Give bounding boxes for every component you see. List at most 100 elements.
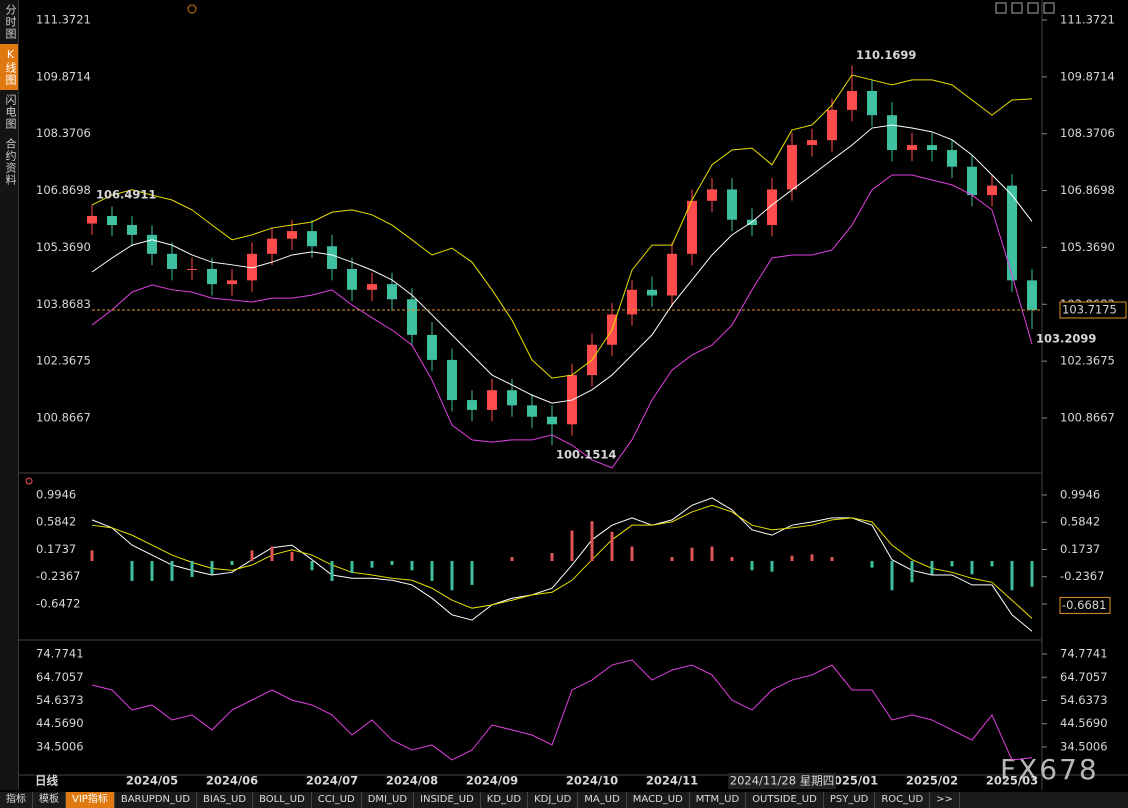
y-tick-label: 106.8698 bbox=[1060, 183, 1115, 197]
watermark: FX678 bbox=[1000, 753, 1099, 786]
y-tick-label: 0.5842 bbox=[36, 515, 76, 529]
y-tick-label: 0.9946 bbox=[1060, 488, 1100, 502]
macd-bar bbox=[610, 531, 614, 562]
readout-label: -0.6681 bbox=[1062, 598, 1106, 612]
toolbar-item[interactable]: CCI_UD bbox=[312, 792, 362, 808]
macd-bar bbox=[1030, 561, 1034, 587]
macd-bar bbox=[750, 561, 754, 571]
toolbar-item[interactable]: BARUPDN_UD bbox=[115, 792, 198, 808]
x-tick-label: 2024/07 bbox=[306, 774, 358, 788]
y-tick-label: 0.1737 bbox=[1060, 542, 1100, 556]
macd-bar bbox=[210, 561, 214, 575]
macd-bar bbox=[390, 561, 394, 566]
y-tick-label: 109.8714 bbox=[36, 69, 91, 83]
candle-body bbox=[787, 145, 797, 190]
candle-body bbox=[987, 185, 997, 196]
x-tick-label: 2025/03 bbox=[986, 774, 1038, 788]
macd-bar bbox=[370, 561, 374, 568]
sidebar-tab[interactable]: 分时图 bbox=[4, 4, 17, 40]
toolbar-item[interactable]: BIAS_UD bbox=[197, 792, 254, 808]
toolbar-item[interactable]: MTM_UD bbox=[690, 792, 747, 808]
macd-bar bbox=[630, 546, 634, 562]
extreme-label: 106.4911 bbox=[96, 187, 156, 201]
y-tick-label: 54.6373 bbox=[36, 693, 84, 707]
macd-bar bbox=[930, 561, 934, 575]
toolbar-item[interactable]: INSIDE_UD bbox=[414, 792, 481, 808]
candle-body bbox=[107, 215, 117, 226]
candle-body bbox=[967, 166, 977, 196]
toolbar-item[interactable]: >> bbox=[930, 792, 960, 808]
toolbar-item[interactable]: DMI_UD bbox=[362, 792, 415, 808]
toolbar-item[interactable]: 模板 bbox=[33, 792, 66, 808]
macd-bar bbox=[270, 546, 274, 562]
y-tick-label: 0.9946 bbox=[36, 488, 76, 502]
macd-bar bbox=[710, 546, 714, 562]
toolbar-item[interactable]: ROC_UD bbox=[875, 792, 931, 808]
y-tick-label: 102.3675 bbox=[1060, 354, 1115, 368]
y-tick-label: 105.3690 bbox=[1060, 240, 1115, 254]
toolbar-item[interactable]: KDJ_UD bbox=[528, 792, 579, 808]
candle-body bbox=[927, 145, 937, 151]
macd-bar bbox=[190, 561, 194, 577]
macd-bar bbox=[950, 561, 954, 567]
toolbar-item[interactable]: KD_UD bbox=[481, 792, 529, 808]
macd-bar bbox=[990, 561, 994, 567]
sidebar-tab[interactable]: 闪电图 bbox=[4, 94, 17, 130]
macd-bar bbox=[130, 561, 134, 581]
candle-body bbox=[327, 246, 337, 269]
y-tick-label: 109.8714 bbox=[1060, 69, 1115, 83]
toolbar-item[interactable]: MACD_UD bbox=[627, 792, 690, 808]
extreme-label: 110.1699 bbox=[856, 48, 916, 62]
candle-body bbox=[147, 234, 157, 254]
candle-body bbox=[487, 390, 497, 410]
add-icon[interactable] bbox=[187, 4, 197, 14]
sidebar-tab[interactable]: 合约资料 bbox=[4, 138, 17, 186]
toolbar-item[interactable]: BOLL_UD bbox=[253, 792, 312, 808]
indicator-icon[interactable] bbox=[25, 477, 33, 485]
toolbar-item[interactable]: MA_UD bbox=[578, 792, 627, 808]
extreme-label: 100.1514 bbox=[556, 448, 616, 462]
macd-bar bbox=[150, 561, 154, 581]
y-tick-label: 54.6373 bbox=[1060, 693, 1108, 707]
y-tick-label: 111.3721 bbox=[1060, 12, 1115, 26]
macd-bar bbox=[250, 550, 254, 562]
y-tick-label: 108.3706 bbox=[1060, 126, 1115, 140]
macd-bar bbox=[870, 561, 874, 568]
crosshair-date: 2024/11/28 星期四 bbox=[730, 774, 834, 788]
y-tick-label: 105.3690 bbox=[36, 240, 91, 254]
candle-body bbox=[207, 268, 217, 285]
x-tick-label: 2025/01 bbox=[826, 774, 878, 788]
macd-bar bbox=[810, 554, 814, 562]
toolbar-item[interactable]: PSY_UD bbox=[824, 792, 876, 808]
candle-body bbox=[167, 253, 177, 269]
x-tick-label: 2024/08 bbox=[386, 774, 438, 788]
toolbar-item[interactable]: OUTSIDE_UD bbox=[746, 792, 824, 808]
y-tick-label: 44.5690 bbox=[36, 716, 84, 730]
candle-body bbox=[667, 253, 677, 296]
last-price-box bbox=[1059, 301, 1127, 319]
candle-body bbox=[227, 280, 237, 285]
indicator-line bbox=[91, 74, 1033, 379]
y-tick-label: -0.2367 bbox=[1060, 569, 1104, 583]
macd-bar bbox=[670, 557, 674, 562]
x-tick-label: 2025/02 bbox=[906, 774, 958, 788]
macd-bar bbox=[690, 547, 694, 562]
toolbar-item[interactable]: 指标 bbox=[0, 792, 33, 808]
macd-bar bbox=[890, 561, 894, 591]
macd-bar bbox=[310, 561, 314, 571]
y-tick-label: 34.5006 bbox=[1060, 739, 1108, 753]
candle-body bbox=[387, 284, 397, 300]
candle-body bbox=[187, 268, 197, 270]
candle-body bbox=[727, 189, 737, 220]
x-tick-label: 2024/10 bbox=[566, 774, 618, 788]
toolbar-item[interactable]: VIP指标 bbox=[66, 792, 115, 808]
candle-body bbox=[127, 225, 137, 235]
indicator-line bbox=[91, 504, 1033, 619]
window-icons[interactable] bbox=[995, 2, 1055, 14]
candle-body bbox=[1027, 280, 1037, 310]
sidebar-tab[interactable]: K线图 bbox=[0, 44, 18, 90]
macd-bar bbox=[550, 553, 554, 562]
candle-body bbox=[287, 231, 297, 239]
candle-body bbox=[627, 289, 637, 315]
crosshair-date-box bbox=[728, 773, 836, 789]
